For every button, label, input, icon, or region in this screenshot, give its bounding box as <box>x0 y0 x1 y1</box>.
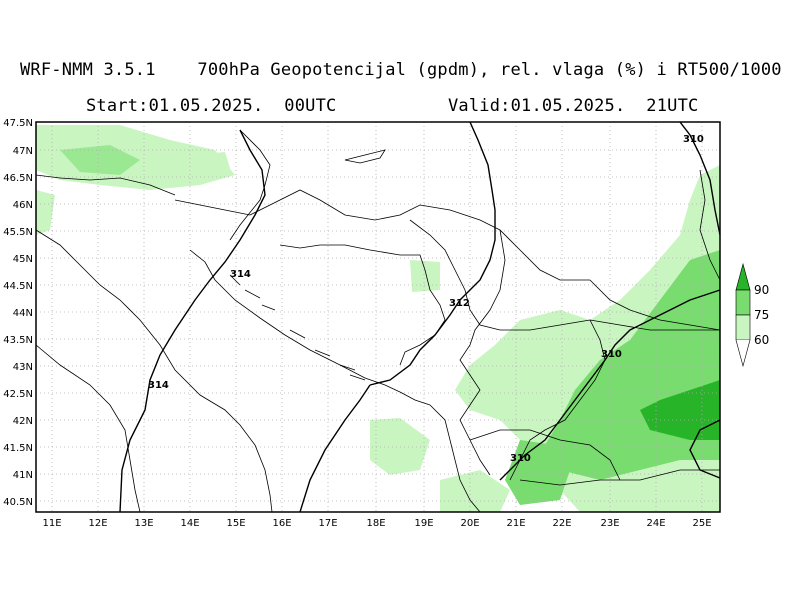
lat-label: 42.5N <box>3 389 33 400</box>
lon-label: 22E <box>552 518 571 529</box>
geopotential-contours <box>119 121 721 513</box>
islands <box>229 274 366 381</box>
humidity-area-nw <box>36 125 235 190</box>
legend-swatch-75 <box>735 289 751 316</box>
contour-312 <box>369 121 496 386</box>
lon-label: 23E <box>600 518 619 529</box>
lon-label: 17E <box>318 518 337 529</box>
albania-border <box>429 404 481 513</box>
serbia-border <box>459 229 506 476</box>
graticule <box>36 122 720 512</box>
bulgaria-border <box>509 319 606 481</box>
lat-axis: 47.5N 47N 46.5N 46N 45.5N 45N 44.5N 44N … <box>3 118 33 508</box>
hungary-border <box>229 129 271 241</box>
humidity-legend: 90 75 60 <box>735 262 769 368</box>
legend-label-60: 60 <box>754 333 769 347</box>
valid-time: Valid:01.05.2025. 21UTC <box>448 96 699 116</box>
lat-label: 44N <box>13 308 33 319</box>
humidity-area-south-light <box>370 418 430 475</box>
croatia-coast <box>189 249 431 406</box>
contour-label: 310 <box>683 134 704 145</box>
lon-label: 18E <box>366 518 385 529</box>
lat-label: 46N <box>13 200 33 211</box>
humidity-patch-1 <box>195 152 230 172</box>
lon-label: 16E <box>272 518 291 529</box>
slovenia-border <box>174 189 590 281</box>
humidity-area-nw-mid <box>60 145 140 175</box>
lat-label: 46.5N <box>3 173 33 184</box>
legend-label-75: 75 <box>754 308 769 322</box>
macedonia-border <box>469 429 621 481</box>
lon-label: 19E <box>414 518 433 529</box>
contour-310-east <box>499 289 721 481</box>
contour-308-east <box>689 419 721 479</box>
danube <box>409 219 720 331</box>
map-border <box>35 121 721 513</box>
lon-label: 13E <box>134 518 153 529</box>
legend-swatch-90 <box>735 262 751 291</box>
lat-label: 40.5N <box>3 497 33 508</box>
coastlines-borders <box>35 129 721 513</box>
lon-label: 25E <box>692 518 711 529</box>
contour-label: 314 <box>230 269 251 280</box>
adriatic-coast <box>35 229 273 513</box>
lat-label: 47N <box>13 146 33 157</box>
humidity-area-south-center <box>440 470 510 512</box>
lon-label: 12E <box>88 518 107 529</box>
contour-314-west <box>119 129 266 513</box>
lat-label: 42N <box>13 416 33 427</box>
contour-labels: 310 314 314 312 310 310 <box>148 134 704 464</box>
lon-label: 11E <box>42 518 61 529</box>
contour-label: 310 <box>601 349 622 360</box>
humidity-area-east-strong <box>640 380 720 440</box>
lat-label: 41.5N <box>3 443 33 454</box>
humidity-area-south <box>505 440 570 505</box>
contour-label: 310 <box>510 453 531 464</box>
legend-tail <box>735 339 751 368</box>
start-time: Start:01.05.2025. 00UTC <box>86 96 337 116</box>
lon-label: 24E <box>646 518 665 529</box>
legend-label-90: 90 <box>754 283 769 297</box>
black-sea-coast <box>699 169 721 281</box>
lat-label: 43N <box>13 362 33 373</box>
lat-label: 45.5N <box>3 227 33 238</box>
greece-border <box>519 469 720 486</box>
austria-border <box>35 174 176 196</box>
lat-label: 41N <box>13 470 33 481</box>
humidity-area-nw-west <box>36 190 55 235</box>
lake-balaton <box>344 149 386 164</box>
romania-border <box>589 279 721 331</box>
italy-east <box>35 344 141 513</box>
lat-label: 45N <box>13 254 33 265</box>
croatia-border <box>279 244 446 366</box>
legend-swatch-60 <box>735 314 751 341</box>
lon-axis: 11E 12E 13E 14E 15E 16E 17E 18E 19E 20E … <box>42 518 711 529</box>
humidity-patch-2 <box>410 260 440 292</box>
lon-label: 21E <box>506 518 525 529</box>
lat-label: 43.5N <box>3 335 33 346</box>
contour-310-ne <box>679 121 721 236</box>
lat-label: 47.5N <box>3 118 33 129</box>
chart-title: WRF-NMM 3.5.1 700hPa Geopotencijal (gpdm… <box>20 60 782 80</box>
lat-label: 44.5N <box>3 281 33 292</box>
contour-310-south <box>299 384 371 513</box>
contour-label: 312 <box>449 298 470 309</box>
contour-label: 314 <box>148 380 169 391</box>
lon-label: 15E <box>226 518 245 529</box>
lon-label: 14E <box>180 518 199 529</box>
lon-label: 20E <box>460 518 479 529</box>
